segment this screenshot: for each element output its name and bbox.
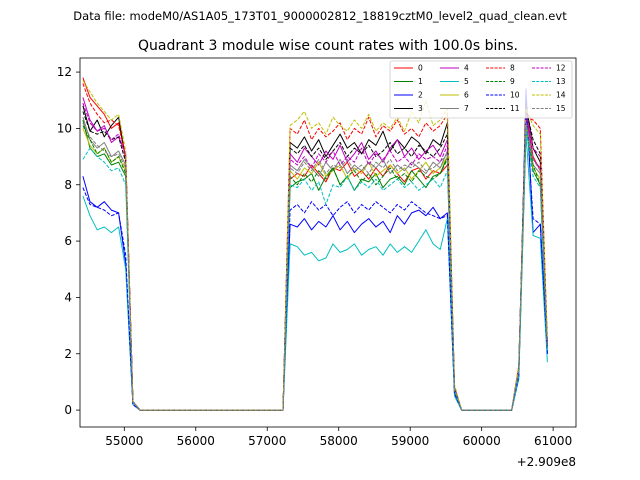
axes-frame (79, 57, 577, 428)
legend-label-14: 14 (556, 91, 566, 100)
legend-label-8: 8 (510, 64, 515, 73)
x-tick-label: 56000 (177, 434, 215, 448)
legend-label-0: 0 (418, 64, 423, 73)
series-line-15 (82, 122, 548, 411)
legend-box (389, 60, 573, 119)
legend-label-15: 15 (556, 104, 566, 113)
x-offset-label: +2.909e8 (517, 455, 576, 469)
legend-label-12: 12 (556, 64, 566, 73)
y-tick-label: 12 (57, 65, 72, 79)
chart-title: Quadrant 3 module wise count rates with … (138, 38, 518, 54)
suptitle: Data file: modeM0/AS1A05_173T01_90000028… (73, 9, 567, 23)
legend-label-13: 13 (556, 77, 566, 86)
x-tick-label: 55000 (105, 434, 143, 448)
plot-area (82, 77, 548, 411)
legend-label-4: 4 (464, 64, 469, 73)
x-tick-label: 61000 (534, 434, 572, 448)
y-tick-label: 4 (64, 290, 72, 304)
x-tick-label: 60000 (463, 434, 501, 448)
legend-label-5: 5 (464, 77, 469, 86)
legend-label-2: 2 (418, 91, 423, 100)
legend-label-3: 3 (418, 104, 423, 113)
y-tick-label: 0 (64, 403, 72, 417)
legend-label-6: 6 (464, 91, 469, 100)
axis-ticks: 55000 56000 57000 58000 59000 60000 61000 0 2 4 6 8… (57, 65, 573, 448)
legend-label-9: 9 (510, 77, 515, 86)
y-tick-label: 2 (64, 347, 72, 361)
y-tick-label: 10 (57, 121, 72, 135)
y-tick-label: 8 (64, 178, 72, 192)
legend-label-7: 7 (464, 104, 469, 113)
x-tick-label: 57000 (248, 434, 286, 448)
legend-label-10: 10 (510, 91, 520, 100)
x-tick-label: 58000 (320, 434, 358, 448)
legend-label-11: 11 (510, 104, 520, 113)
series-line-10 (82, 105, 548, 411)
legend-label-1: 1 (418, 77, 423, 86)
y-tick-label: 6 (64, 234, 72, 248)
x-tick-label: 59000 (391, 434, 429, 448)
